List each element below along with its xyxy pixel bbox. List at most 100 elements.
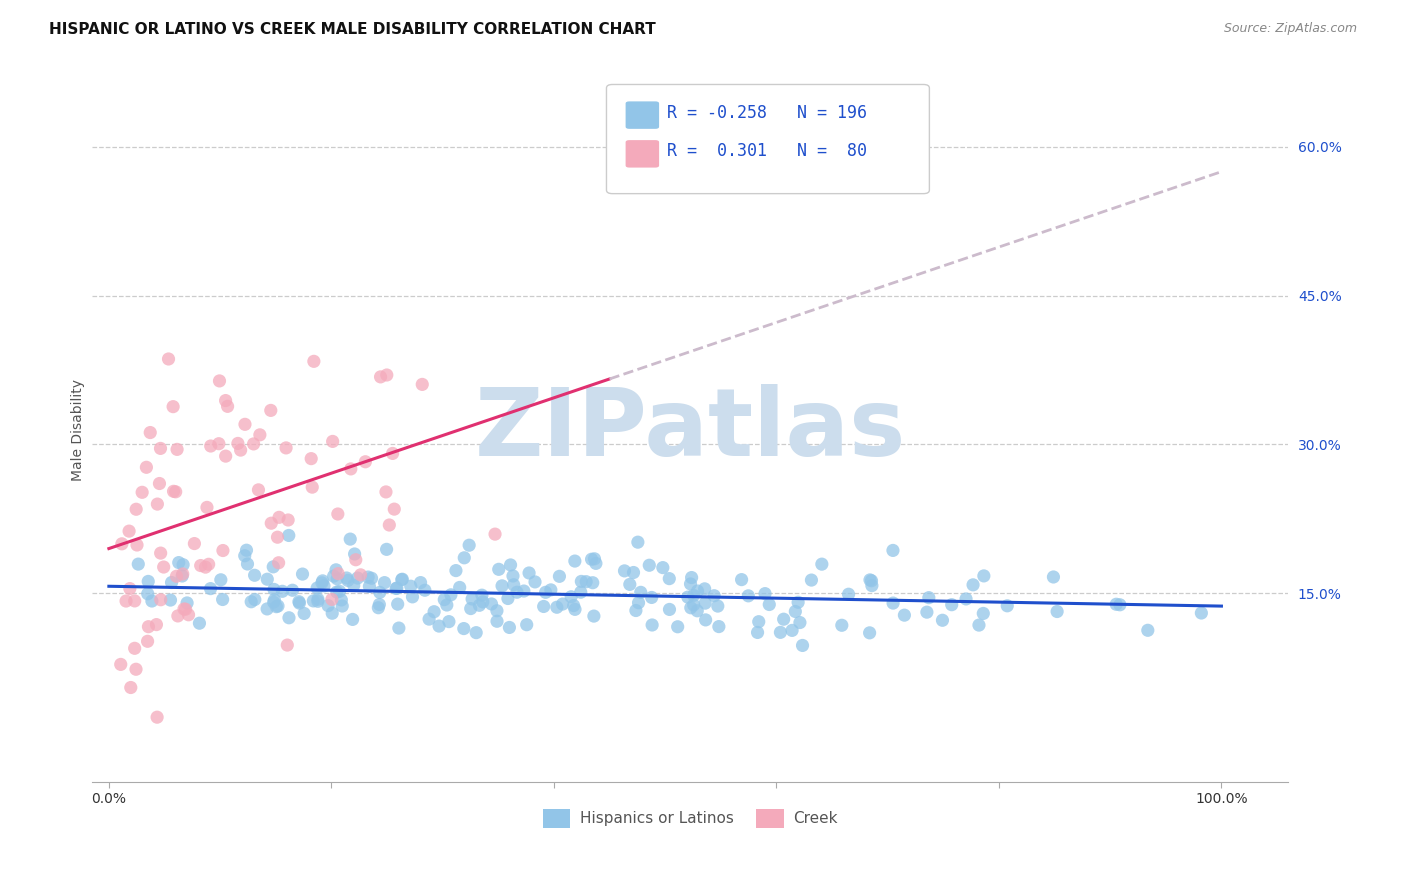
Point [433, 592, 456, 607]
Point [562, 599, 585, 613]
Point [276, 638, 298, 652]
Point [624, 603, 647, 617]
Point [267, 510, 290, 524]
Point [769, 625, 792, 640]
Point [136, 574, 159, 589]
Point [513, 584, 536, 599]
Point [328, 566, 350, 581]
Point [703, 589, 725, 603]
Point [707, 619, 730, 633]
Point [190, 558, 212, 573]
Point [343, 578, 366, 592]
Point [326, 585, 349, 599]
Point [243, 568, 266, 582]
Point [375, 484, 398, 499]
Point [311, 575, 333, 590]
Point [484, 527, 506, 541]
Point [524, 574, 547, 589]
Point [413, 583, 436, 598]
Point [548, 569, 571, 583]
Point [758, 598, 780, 612]
Point [159, 593, 181, 607]
Point [378, 518, 401, 533]
Point [322, 569, 344, 583]
Point [152, 560, 174, 574]
Point [340, 462, 363, 476]
Point [811, 557, 834, 571]
Point [312, 579, 335, 593]
Point [1046, 605, 1069, 619]
Point [139, 425, 162, 440]
Point [583, 551, 606, 566]
Point [582, 609, 605, 624]
Point [679, 600, 702, 615]
Point [693, 582, 716, 596]
Point [354, 455, 377, 469]
Point [831, 618, 853, 632]
Point [682, 598, 704, 612]
Point [125, 662, 148, 676]
Point [780, 624, 803, 638]
Point [249, 427, 271, 442]
Point [217, 400, 239, 414]
Point [754, 586, 776, 600]
Point [266, 599, 288, 614]
Point [962, 578, 984, 592]
Point [256, 602, 278, 616]
Point [368, 598, 391, 612]
Point [641, 618, 664, 632]
Text: R = -0.258   N = 196: R = -0.258 N = 196 [668, 103, 868, 121]
Point [200, 439, 222, 453]
Point [291, 567, 314, 582]
Point [136, 634, 159, 648]
FancyBboxPatch shape [606, 85, 929, 194]
Point [299, 451, 322, 466]
Point [381, 446, 404, 460]
Point [233, 549, 256, 563]
Point [373, 575, 395, 590]
Point [517, 566, 540, 580]
Point [686, 604, 709, 618]
Point [360, 571, 382, 585]
Point [411, 377, 433, 392]
Point [707, 599, 730, 613]
Point [681, 570, 703, 584]
Point [160, 575, 183, 590]
FancyBboxPatch shape [626, 102, 659, 128]
Point [110, 657, 132, 672]
Point [496, 591, 519, 606]
Point [281, 583, 304, 598]
Point [209, 573, 232, 587]
Point [382, 502, 405, 516]
Point [240, 595, 263, 609]
Point [336, 574, 359, 588]
Point [302, 594, 325, 608]
Point [357, 570, 380, 584]
Point [266, 530, 288, 544]
Point [460, 601, 482, 615]
Point [1136, 624, 1159, 638]
Point [267, 599, 290, 613]
Point [111, 537, 134, 551]
Point [564, 602, 586, 616]
Text: R =  0.301   N =  80: R = 0.301 N = 80 [668, 143, 868, 161]
Point [162, 400, 184, 414]
Point [166, 609, 188, 624]
Point [682, 588, 704, 602]
Point [149, 442, 172, 456]
Point [125, 502, 148, 516]
Point [461, 591, 484, 606]
Point [267, 556, 290, 570]
Point [860, 579, 883, 593]
Point [226, 436, 249, 450]
Point [534, 585, 557, 599]
Point [941, 598, 963, 612]
Point [471, 588, 494, 602]
Point [533, 599, 555, 614]
Point [619, 577, 641, 591]
Point [440, 588, 463, 602]
Point [302, 354, 325, 368]
Legend: Hispanics or Latinos, Creek: Hispanics or Latinos, Creek [537, 803, 844, 834]
Point [149, 592, 172, 607]
Point [316, 599, 339, 613]
